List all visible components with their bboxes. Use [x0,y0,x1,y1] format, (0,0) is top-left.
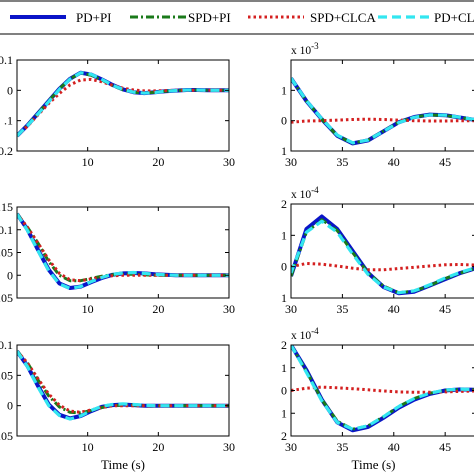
x-tick-label: 10 [82,302,94,316]
legend-label: SPD+CLCA [310,10,376,25]
y-tick-label: 0 [7,399,13,413]
x-tick-label: 20 [152,440,164,454]
series-group [291,345,474,433]
series-group [291,77,474,146]
exponent-base: x 10 [291,189,311,201]
x-tick-label: 10 [82,155,94,169]
y-tick-label: 1 [281,406,287,420]
legend: PD+PI SPD+PI SPD+CLCA PD+CLCA [0,0,474,35]
subplot-4: 1 0 1 2 30 35 40 45 x 10-4 [281,185,474,316]
y-tick-label: 1 [281,83,287,97]
series-group [17,70,229,138]
y-tick-label: 0.1 [0,338,13,352]
series-line-3 [17,212,229,283]
plot-area [17,345,229,436]
series-line-4 [17,212,229,290]
x-tick-label: 35 [336,440,348,454]
y-tick-label: 0 [7,83,13,97]
x-tick-label: 40 [388,302,400,316]
axes-frame [290,59,474,152]
series-line-3 [17,77,229,137]
series-group [291,214,474,296]
subplot-5: .05 0 .05 0.1 10 20 30 Time (s) [0,338,235,472]
series-line-4 [291,219,474,295]
series-line-2 [291,77,474,145]
y-tick-label: 0 [281,114,287,128]
y-tick-label: 2 [281,197,287,211]
y-tick-label: .15 [0,200,13,214]
subplot-1: 0.2 .1 0 0.1 10 20 30 [0,53,235,169]
series-line-3 [291,117,474,124]
axis-exponent: x 10-4 [291,185,319,201]
series-line-4 [291,345,474,431]
plot-area [291,60,474,151]
x-tick-label: 45 [439,302,451,316]
x-tick-label: 45 [439,440,451,454]
axes-frame [290,203,474,299]
subplot-3: .05 0 .05 0.1 .15 10 20 30 [0,200,235,316]
axes-frame [16,59,230,152]
y-tick-label: .05 [0,429,13,443]
y-tick-label: 0.1 [0,53,13,67]
x-tick-label: 45 [439,155,451,169]
legend-box [0,0,474,35]
y-tick-label: 2 [281,429,287,443]
x-tick-label: 35 [336,302,348,316]
series-group [17,349,229,421]
axes-frame [16,344,230,437]
y-tick-label: 0 [281,260,287,274]
series-line-4 [17,350,229,421]
y-tick-label: 1 [281,291,287,305]
exponent-power: -4 [311,326,319,336]
series-group [17,212,229,290]
y-tick-label: 0.2 [0,144,13,158]
plot-area [17,207,229,298]
x-axis-label: Time (s) [101,457,145,472]
x-tick-label: 40 [388,155,400,169]
y-tick-label: .1 [4,114,13,128]
axis-exponent: x 10-4 [291,326,319,342]
series-line-4 [291,77,474,145]
axis-exponent: x 10-3 [291,41,319,57]
series-line-3 [291,385,474,394]
x-tick-label: 30 [285,440,297,454]
exponent-base: x 10 [291,45,311,57]
x-tick-label: 30 [285,155,297,169]
plot-area [17,60,229,151]
x-tick-label: 30 [285,302,297,316]
series-line-2 [17,71,229,137]
legend-label: SPD+PI [188,10,231,25]
exponent-power: -3 [311,41,319,51]
y-tick-label: 0 [281,384,287,398]
legend-label: PD+PI [76,10,112,25]
exponent-power: -4 [311,185,319,195]
y-tick-label: 0 [7,268,13,282]
x-tick-label: 20 [152,155,164,169]
y-tick-label: 1 [281,228,287,242]
y-tick-label: 2 [281,338,287,352]
x-tick-label: 30 [223,440,235,454]
y-tick-label: 1 [281,144,287,158]
y-tick-label: 1 [281,361,287,375]
y-tick-label: .05 [0,246,13,260]
x-tick-label: 10 [82,440,94,454]
y-tick-label: .05 [0,368,13,382]
exponent-base: x 10 [291,330,311,342]
legend-label: PD+CLCA [434,10,474,25]
series-line-3 [291,262,474,272]
series-line-2 [17,350,229,415]
x-tick-label: 30 [223,155,235,169]
x-tick-label: 30 [223,302,235,316]
y-tick-label: .05 [0,291,13,305]
y-tick-label: 0.1 [0,223,13,237]
x-tick-label: 35 [336,155,348,169]
x-tick-label: 20 [152,302,164,316]
x-axis-label: Time (s) [352,457,396,472]
x-tick-label: 40 [388,440,400,454]
